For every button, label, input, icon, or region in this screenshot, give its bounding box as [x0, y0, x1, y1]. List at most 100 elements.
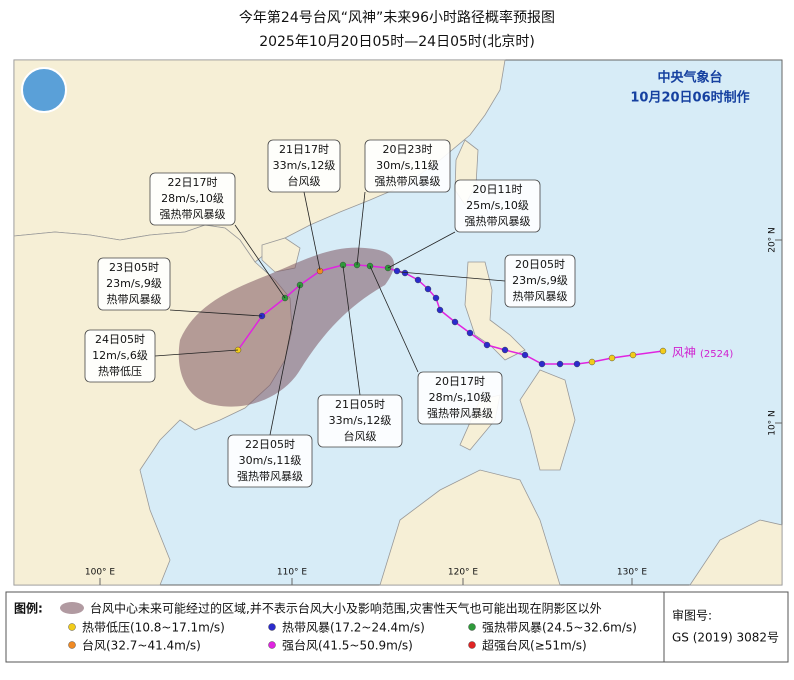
lat-label: 10° N [768, 410, 778, 436]
callout-box [149, 172, 236, 226]
legend-box [5, 591, 789, 663]
callout-wind: 23m/s,9级 [512, 274, 568, 287]
track-point [432, 294, 440, 302]
subtitle: 2025年10月20日05时—24日05时(北京时) [259, 34, 535, 50]
legend-dot [268, 641, 276, 649]
callout-box [364, 139, 451, 193]
callout-level: 强热带风暴级 [427, 407, 493, 420]
callout-pointer [387, 231, 456, 269]
title: 今年第24号台风“风神”未来96小时路径概率预报图 [239, 9, 555, 26]
callout-time: 23日05时 [109, 261, 159, 274]
callout-box [227, 434, 313, 488]
track-point [501, 346, 509, 354]
legend-label: 热带低压(10.8~17.1m/s) [82, 621, 225, 635]
callout-box [267, 139, 341, 193]
callout-wind: 12m/s,6级 [92, 349, 148, 362]
cone-icon [60, 602, 84, 614]
issued: 10月20日06时制作 [630, 90, 749, 106]
callout-time: 21日17时 [279, 143, 329, 156]
track-point [556, 360, 564, 368]
callout-box [317, 394, 403, 448]
callout-pointer [342, 265, 361, 396]
callout-pointer [399, 271, 506, 282]
track-point [588, 358, 596, 366]
callout-level: 热带低压 [98, 365, 142, 378]
callout-time: 20日11时 [473, 183, 523, 196]
legend-dot [268, 623, 276, 631]
callout-time: 24日05时 [95, 333, 145, 346]
callout-box [454, 179, 541, 233]
track-point [414, 276, 422, 284]
callout-wind: 28m/s,10级 [161, 192, 224, 205]
callout-level: 强热带风暴级 [465, 215, 531, 228]
callout-level: 强热带风暴级 [160, 208, 226, 221]
approval-heading: 审图号: [672, 608, 712, 623]
approval: GS (2019) 3082号 [672, 631, 779, 645]
track-point [573, 360, 581, 368]
track-point [538, 360, 546, 368]
callout-time: 22日05时 [245, 438, 295, 451]
callout-pointer [369, 265, 419, 373]
callout-wind: 25m/s,10级 [466, 199, 529, 212]
legend-label: 台风(32.7~41.4m/s) [82, 638, 201, 653]
callout-pointer [356, 191, 366, 266]
legend-dot [68, 623, 76, 631]
track-point [659, 347, 667, 355]
track-point [436, 306, 444, 314]
callout-wind: 30m/s,11级 [376, 159, 439, 172]
legend-dot [468, 623, 476, 631]
lon-label: 100° E [85, 568, 116, 578]
callout-level: 强热带风暴级 [237, 470, 303, 483]
probability-cone [178, 247, 395, 407]
callout-wind: 33m/s,12级 [273, 159, 336, 172]
callout-time: 22日17时 [168, 176, 218, 189]
callout-pointer [169, 309, 263, 317]
typhoon-code: (2524) [700, 349, 733, 360]
callout-time: 20日05时 [515, 258, 565, 271]
lon-label: 130° E [617, 568, 648, 578]
callout-box [97, 257, 171, 311]
callout-level: 台风级 [344, 429, 377, 443]
callout-box [84, 329, 156, 383]
logo [21, 67, 67, 113]
typhoon-label: 风神 [672, 346, 696, 360]
callout-pointer [269, 284, 301, 436]
legend-heading: 图例: [14, 601, 43, 616]
callout-pointer [154, 349, 239, 357]
legend-dot [68, 641, 76, 649]
track-point [483, 341, 491, 349]
track-point [424, 285, 432, 293]
callout-wind: 30m/s,11级 [239, 454, 302, 467]
lat-label: 20° N [768, 227, 778, 253]
callout-pointer [234, 224, 286, 299]
lon-label: 120° E [448, 568, 479, 578]
callout-wind: 23m/s,9级 [106, 277, 162, 290]
legend-label: 强台风(41.5~50.9m/s) [282, 638, 413, 653]
track-point [316, 267, 324, 275]
legend-label: 强热带风暴(24.5~32.6m/s) [482, 621, 637, 635]
land-new-guinea [689, 519, 783, 586]
callout-level: 强热带风暴级 [375, 175, 441, 188]
legend: 图例: 台风中心未来可能经过的区域,并不表示台风大小及影响范围,灾害性天气也可能… [5, 591, 789, 663]
track-point [451, 318, 459, 326]
legend-cone: 台风中心未来可能经过的区域,并不表示台风大小及影响范围,灾害性天气也可能出现在阴… [90, 601, 602, 616]
callout-time: 21日05时 [335, 398, 385, 411]
track-point [608, 354, 616, 362]
legend-label: 热带风暴(17.2~24.4m/s) [282, 621, 425, 635]
legend-label: 超强台风(≥51m/s) [482, 638, 587, 653]
track-point [629, 351, 637, 359]
callout-wind: 33m/s,12级 [329, 414, 392, 427]
land-borneo [379, 469, 561, 586]
track-point [521, 351, 529, 359]
map [13, 59, 783, 586]
callout-pointer [303, 191, 321, 271]
legend-dot [468, 641, 476, 649]
lon-label: 110° E [277, 568, 308, 578]
agency: 中央气象台 [657, 70, 722, 86]
callout-level: 台风级 [288, 174, 321, 188]
callout-box [504, 254, 576, 308]
callout-box [417, 371, 503, 425]
callout-level: 热带风暴级 [513, 290, 568, 303]
callout-level: 热带风暴级 [107, 293, 162, 306]
